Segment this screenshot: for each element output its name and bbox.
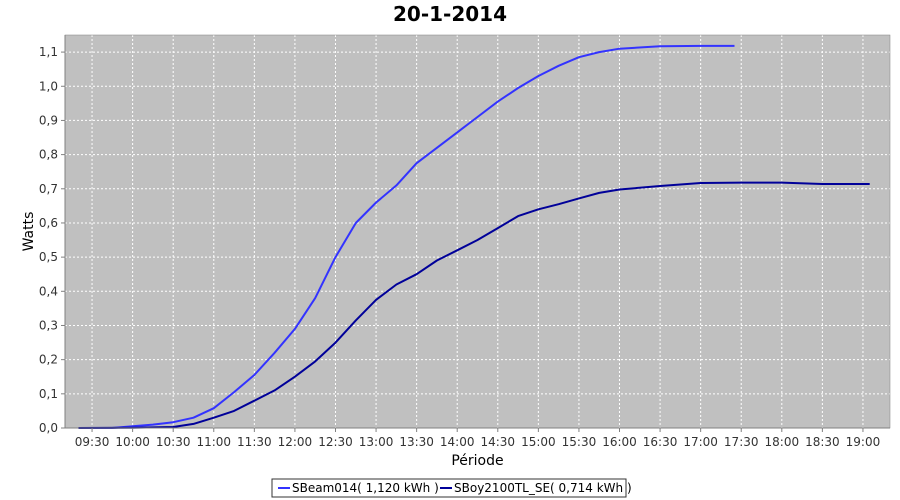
x-tick-label: 10:00 — [115, 435, 150, 449]
x-tick-label: 18:00 — [765, 435, 800, 449]
legend-label-2: SBoy2100TL_SE( 0,714 kWh ) — [454, 481, 632, 495]
x-axis-title: Période — [451, 453, 503, 469]
x-tick-label: 17:00 — [683, 435, 718, 449]
series-lines — [78, 44, 870, 429]
x-tick-label: 16:00 — [602, 435, 637, 449]
tick-labels: 0,0 0,1 0,2 0,3 0,4 0,5 0,6 0,7 0,8 0,9 1,0 1,1 09:3… — [39, 45, 880, 449]
y-tick-label: 0,2 — [39, 353, 58, 367]
y-tick-label: 0,4 — [39, 284, 58, 298]
x-tick-label: 13:30 — [399, 435, 434, 449]
x-tick-label: 17:30 — [724, 435, 759, 449]
x-tick-label: 14:00 — [440, 435, 475, 449]
axes — [61, 34, 891, 432]
y-tick-label: 0,1 — [39, 387, 58, 401]
y-tick-label: 0,8 — [39, 148, 58, 162]
chart-title: 20-1-2014 — [392, 2, 507, 26]
x-tick-label: 13:00 — [359, 435, 394, 449]
x-tick-label: 15:00 — [521, 435, 556, 449]
x-tick-label: 15:30 — [562, 435, 597, 449]
plot-border — [64, 34, 891, 429]
y-tick-label: 0,5 — [39, 250, 58, 264]
series-line-1 — [78, 44, 735, 429]
y-tick-label: 0,9 — [39, 113, 58, 127]
x-tick-label: 12:30 — [318, 435, 353, 449]
grid-lines — [65, 35, 890, 429]
y-axis-title: Watts — [21, 212, 37, 252]
x-tick-label: 16:30 — [643, 435, 678, 449]
y-tick-label: 0,7 — [39, 182, 58, 196]
x-tick-label: 18:30 — [805, 435, 840, 449]
x-tick-label: 12:00 — [278, 435, 313, 449]
x-tick-label: 10:30 — [156, 435, 191, 449]
y-tick-label: 0,6 — [39, 216, 58, 230]
x-tick-label: 14:30 — [480, 435, 515, 449]
legend: SBeam014( 1,120 kWh ) SBoy2100TL_SE( 0,71… — [271, 478, 632, 498]
series-line-2 — [78, 181, 870, 429]
x-tick-label: 11:00 — [196, 435, 231, 449]
x-tick-label: 09:30 — [75, 435, 110, 449]
y-tick-label: 1,0 — [39, 79, 58, 93]
x-tick-label: 19:00 — [846, 435, 881, 449]
x-tick-label: 11:30 — [237, 435, 272, 449]
legend-label-1: SBeam014( 1,120 kWh ) — [292, 481, 439, 495]
y-tick-label: 1,1 — [39, 45, 58, 59]
plot-area — [65, 35, 890, 428]
y-tick-label: 0,0 — [39, 421, 58, 435]
y-tick-label: 0,3 — [39, 318, 58, 332]
